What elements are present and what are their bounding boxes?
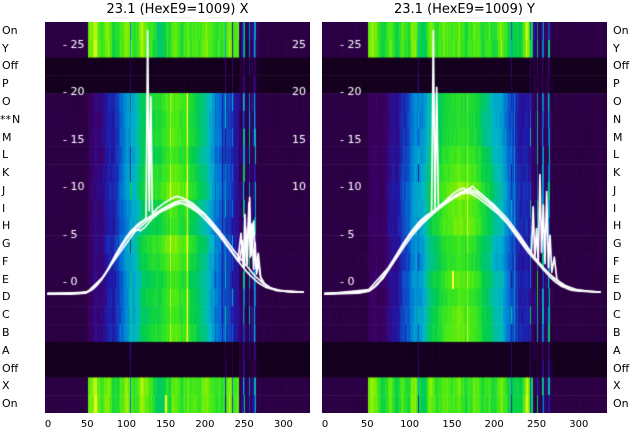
x-tick-label: 150 [442, 419, 462, 430]
x-tick-label: 250 [526, 419, 547, 430]
row-label-left: K [2, 166, 10, 180]
row-label-right: On [613, 23, 629, 37]
row-label-right: J [613, 183, 617, 197]
plot-title-x: 23.1 (HexE9=1009) X [106, 2, 249, 17]
x-tick-label: 300 [273, 419, 293, 430]
x-tick-label: 200 [484, 419, 504, 430]
heatmap-canvas-x [45, 22, 310, 413]
heatmap-plot-x [45, 22, 310, 413]
row-label-left: H [2, 219, 11, 233]
x-tick-label: 100 [116, 419, 136, 430]
row-label-left: A [2, 343, 10, 357]
x-tick-label: 100 [400, 419, 420, 430]
row-label-left: B [2, 326, 10, 340]
row-label-right: N [613, 112, 622, 126]
row-label-left: F [2, 254, 9, 268]
row-label-left: Off [2, 361, 19, 375]
row-label-right: Off [613, 59, 630, 73]
row-label-left: M [2, 130, 12, 144]
row-label-left: O [2, 94, 11, 108]
x-tick-label: 150 [156, 419, 176, 430]
row-label-right: G [613, 237, 622, 251]
row-label-left: J [2, 183, 6, 197]
row-label-left: C [2, 308, 10, 322]
x-tick-label: 250 [234, 419, 254, 430]
row-label-left: On [2, 23, 18, 37]
heatmap-canvas-y [322, 22, 607, 413]
row-label-left: L [2, 148, 9, 162]
x-tick-label: 0 [321, 419, 329, 430]
row-label-left: Y [2, 41, 9, 55]
row-label-left: I [2, 201, 6, 215]
row-label-left: D [2, 290, 11, 304]
row-label-right: L [613, 148, 620, 162]
row-label-right: K [613, 166, 621, 180]
row-label-right: C [613, 308, 621, 322]
row-label-left: N [12, 112, 21, 126]
row-label-right: H [613, 219, 622, 233]
row-label-right: On [613, 397, 629, 411]
row-label-left: X [2, 379, 10, 393]
row-label-right: Y [613, 41, 620, 55]
x-tick-label: 0 [44, 419, 52, 430]
row-label-left: Off [2, 59, 19, 73]
x-tick-label: 200 [195, 419, 215, 430]
x-tick-label: 300 [569, 419, 589, 430]
heatmap-plot-y [322, 22, 607, 413]
row-label-left: On [2, 397, 18, 411]
row-label-right: F [613, 254, 620, 268]
row-label-left: G [2, 237, 11, 251]
row-label-right: A [613, 343, 621, 357]
row-label-left: E [2, 272, 9, 286]
row-label-right: M [613, 130, 623, 144]
row-label-left: P [2, 77, 9, 91]
row-label-right: P [613, 77, 620, 91]
row-label-right: Off [613, 361, 630, 375]
x-tick-label: 50 [360, 419, 374, 430]
row-label-right: I [613, 201, 617, 215]
row-marker: ** [0, 112, 11, 126]
row-label-right: X [613, 379, 621, 393]
plot-title-y: 23.1 (HexE9=1009) Y [394, 2, 535, 17]
row-label-right: D [613, 290, 622, 304]
row-label-right: B [613, 326, 621, 340]
x-tick-label: 50 [80, 419, 94, 430]
row-label-right: O [613, 94, 622, 108]
row-label-right: E [613, 272, 620, 286]
